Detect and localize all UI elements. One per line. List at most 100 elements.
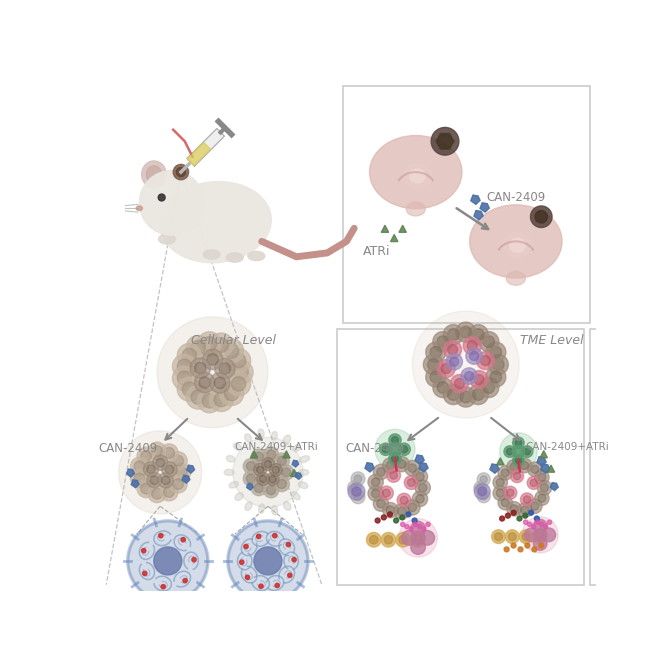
Circle shape: [496, 479, 504, 487]
Circle shape: [412, 311, 519, 418]
Circle shape: [460, 391, 471, 403]
Circle shape: [444, 341, 461, 359]
Circle shape: [233, 438, 303, 507]
Text: CAN-2409: CAN-2409: [98, 442, 158, 455]
Circle shape: [288, 573, 292, 578]
Circle shape: [416, 495, 424, 503]
Circle shape: [214, 338, 228, 352]
Circle shape: [256, 466, 264, 473]
Circle shape: [477, 484, 484, 491]
Circle shape: [389, 452, 401, 465]
Circle shape: [226, 349, 250, 373]
Circle shape: [505, 530, 519, 544]
Circle shape: [380, 443, 392, 456]
Polygon shape: [292, 460, 299, 467]
Circle shape: [446, 353, 462, 370]
Circle shape: [376, 467, 385, 476]
Circle shape: [486, 342, 506, 362]
Polygon shape: [537, 457, 546, 466]
Circle shape: [533, 519, 547, 533]
Circle shape: [224, 386, 239, 401]
Circle shape: [169, 475, 187, 493]
Polygon shape: [480, 203, 489, 212]
Circle shape: [131, 457, 149, 475]
Circle shape: [348, 481, 361, 495]
Circle shape: [448, 388, 459, 400]
Circle shape: [400, 515, 405, 520]
Circle shape: [165, 465, 174, 474]
Circle shape: [177, 359, 192, 374]
Circle shape: [450, 357, 459, 366]
Circle shape: [209, 333, 233, 357]
Circle shape: [163, 487, 175, 497]
Circle shape: [490, 347, 501, 358]
Circle shape: [433, 378, 453, 398]
Circle shape: [134, 473, 145, 484]
Circle shape: [499, 516, 505, 521]
Polygon shape: [419, 463, 428, 472]
Ellipse shape: [141, 161, 166, 188]
Circle shape: [209, 388, 233, 412]
Circle shape: [399, 519, 438, 557]
Circle shape: [441, 364, 451, 374]
Circle shape: [220, 382, 244, 406]
Circle shape: [367, 533, 381, 547]
Ellipse shape: [410, 169, 425, 183]
Ellipse shape: [293, 445, 301, 452]
Circle shape: [518, 547, 523, 552]
Circle shape: [440, 133, 444, 137]
Circle shape: [513, 454, 524, 466]
Circle shape: [540, 219, 544, 223]
Circle shape: [538, 494, 546, 502]
Circle shape: [411, 531, 425, 544]
Circle shape: [269, 475, 276, 483]
Circle shape: [521, 493, 533, 506]
Circle shape: [371, 478, 380, 486]
Circle shape: [210, 373, 230, 393]
Circle shape: [444, 325, 463, 345]
Circle shape: [161, 584, 165, 589]
Circle shape: [214, 377, 226, 388]
Circle shape: [477, 473, 490, 486]
Circle shape: [523, 496, 531, 503]
Circle shape: [535, 491, 549, 505]
Circle shape: [519, 530, 533, 544]
Circle shape: [513, 437, 524, 449]
Circle shape: [266, 450, 276, 459]
Circle shape: [177, 343, 201, 367]
Circle shape: [370, 536, 378, 544]
Circle shape: [234, 365, 248, 380]
Circle shape: [521, 506, 529, 514]
Circle shape: [470, 371, 488, 388]
Circle shape: [469, 351, 479, 361]
Circle shape: [511, 469, 524, 483]
Circle shape: [496, 489, 504, 497]
Circle shape: [351, 472, 365, 485]
Circle shape: [410, 533, 425, 547]
Circle shape: [422, 527, 426, 531]
Text: Cellular Level: Cellular Level: [191, 334, 276, 347]
Ellipse shape: [299, 469, 309, 475]
Circle shape: [430, 371, 442, 383]
Circle shape: [220, 339, 244, 363]
Circle shape: [351, 490, 365, 504]
Circle shape: [273, 533, 277, 538]
Circle shape: [501, 469, 509, 477]
Circle shape: [272, 466, 280, 473]
Circle shape: [177, 371, 192, 385]
Polygon shape: [246, 483, 253, 490]
Circle shape: [535, 470, 549, 485]
Ellipse shape: [510, 238, 525, 252]
Ellipse shape: [283, 435, 291, 444]
Circle shape: [405, 525, 409, 529]
Circle shape: [246, 474, 256, 483]
Circle shape: [254, 463, 267, 476]
Circle shape: [151, 488, 163, 499]
Circle shape: [415, 480, 430, 495]
Circle shape: [504, 446, 515, 457]
Circle shape: [264, 461, 272, 468]
Circle shape: [278, 479, 286, 489]
Ellipse shape: [226, 456, 235, 462]
Circle shape: [173, 355, 197, 378]
Circle shape: [192, 558, 196, 562]
